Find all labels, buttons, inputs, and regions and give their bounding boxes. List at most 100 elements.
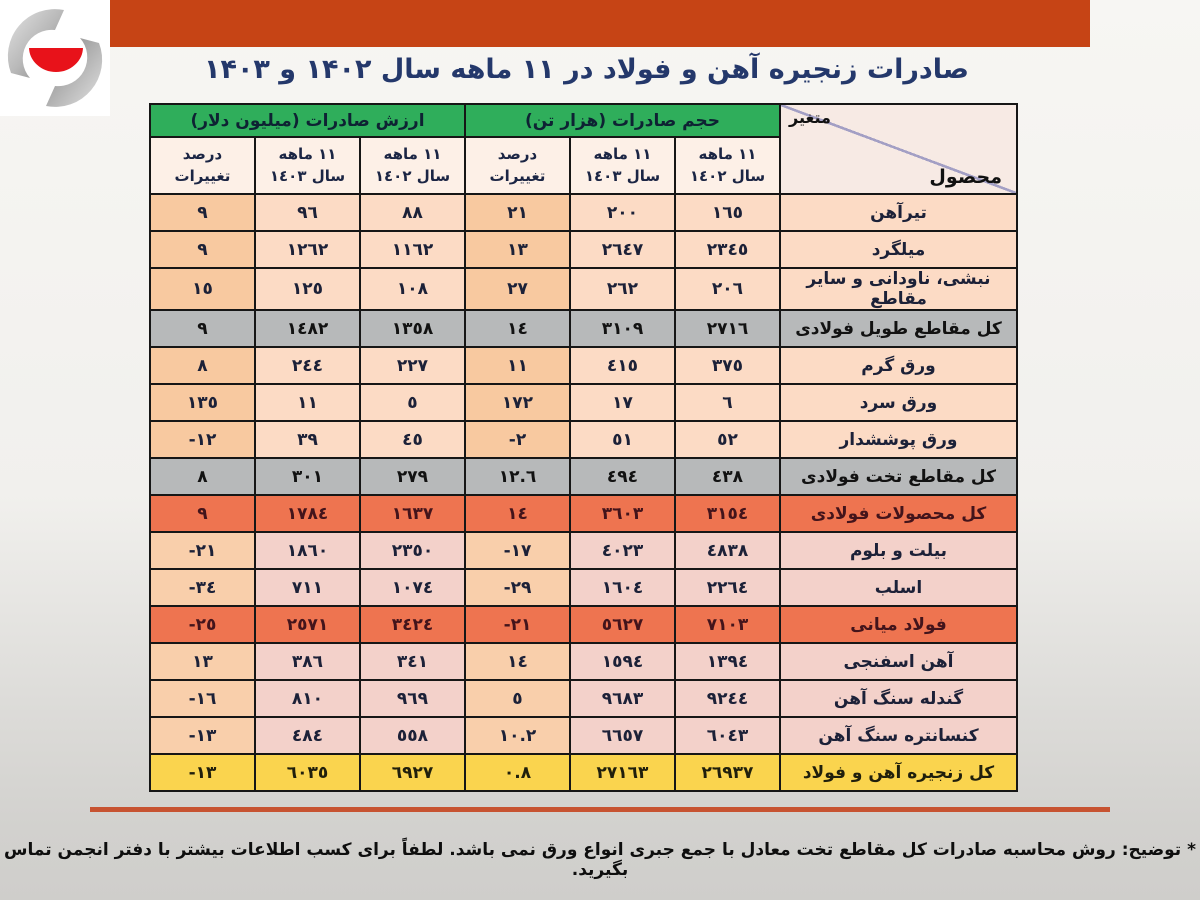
table-row: میلگرد ٢٣٤٥ ٢٦٤٧ ١٣ ١١٦٢ ١٢٦٢ ٩ [149,230,1018,269]
val-1403-cell: ٩٦ [254,193,361,232]
page-title: صادرات زنجیره آهن و فولاد در ۱۱ ماهه سال… [203,54,970,85]
vol-pct-cell: ٥ [464,679,571,718]
val-1403-cell: ٤٨٤ [254,716,361,755]
table-row: کل محصولات فولادی ٣١٥٤ ٣٦٠٣ ١٤ ١٦٣٧ ١٧٨٤ ٩ [149,494,1018,533]
table-row: کل مقاطع تخت فولادی ٤٣٨ ٤٩٤ ١٢.٦ ٢٧٩ ٣٠١ ٨ [149,457,1018,496]
val-1402-cell: ١٦٣٧ [359,494,466,533]
value-group-header: ارزش صادرات (میلیون دلار) [149,103,466,138]
footnote-text: روش محاسبه صادرات کل مقاطع تخت معادل با … [4,840,1116,880]
bottom-accent-line [90,807,1110,812]
product-name-cell: میلگرد [779,230,1018,269]
val-1402-cell: ٤٥ [359,420,466,459]
val-1402-cell: ٣٤٢٤ [359,605,466,644]
vol-1403-cell: ٢٠٠ [569,193,676,232]
product-name-cell: تیرآهن [779,193,1018,232]
val-pct-cell: ٩ [149,193,256,232]
val-pct-cell: ٨ [149,346,256,385]
table-row: کنسانتره سنگ آهن ٦٠٤٣ ٦٦٥٧ ١٠.٢ ٥٥٨ ٤٨٤ -١٣ [149,716,1018,755]
vol-1403-cell: ١٧ [569,383,676,422]
vol-1403-cell: ٤٩٤ [569,457,676,496]
table-row: ورق پوششدار ٥٢ ٥١ -٢ ٤٥ ٣٩ -١٢ [149,420,1018,459]
association-logo [0,0,110,116]
vol-1402-cell: ١٣٩٤ [674,642,781,681]
vol-1403-cell: ٢٦٢ [569,267,676,311]
vol-1402-cell: ٣٧٥ [674,346,781,385]
val-1403-cell: ٦٠٣٥ [254,753,361,792]
val-pct-cell: ١٣ [149,642,256,681]
footnote: * توضیح: روش محاسبه صادرات کل مقاطع تخت … [0,840,1200,880]
val-1403-cell: ١٧٨٤ [254,494,361,533]
product-name-cell: کل مقاطع طویل فولادی [779,309,1018,348]
table-row: اسلب ٢٢٦٤ ١٦٠٤ -٢٩ ١٠٧٤ ٧١١ -٣٤ [149,568,1018,607]
vol-1402-cell: ٤٨٣٨ [674,531,781,570]
vol-1402-cell: ٩٢٤٤ [674,679,781,718]
product-name-cell: اسلب [779,568,1018,607]
val-pct-cell: -١٣ [149,716,256,755]
vol-1403-cell: ٦٦٥٧ [569,716,676,755]
vol-1403-cell: ٣١٠٩ [569,309,676,348]
table-row: کل زنجیره آهن و فولاد ٢٦٩٣٧ ٢٧١٦٣ ٠.٨ ٦٩٢٧ ٦٠… [149,753,1018,792]
vol-pct-cell: ١٣ [464,230,571,269]
vol-pct-cell: -١٧ [464,531,571,570]
val-pct-cell: -٢٥ [149,605,256,644]
val-1403-cell: ١٢٦٢ [254,230,361,269]
vol-pct-cell: ١٤ [464,309,571,348]
vol-1402-cell: ٥٢ [674,420,781,459]
val-1403-cell: ١٢٥ [254,267,361,311]
value-1402-header: ١١ ماهه سال ١٤٠٢ [359,136,466,195]
product-name-cell: کل محصولات فولادی [779,494,1018,533]
table-row: آهن اسفنجی ١٣٩٤ ١٥٩٤ ١٤ ٣٤١ ٣٨٦ ١٣ [149,642,1018,681]
value-1403-header: ١١ ماهه سال ١٤٠٣ [254,136,361,195]
top-accent-bar [110,0,1090,47]
val-1403-cell: ١٨٦٠ [254,531,361,570]
val-pct-cell: ٩ [149,494,256,533]
vol-pct-cell: -٢٩ [464,568,571,607]
product-name-cell: ورق گرم [779,346,1018,385]
val-pct-cell: ٩ [149,309,256,348]
vol-1402-cell: ٢٧١٦ [674,309,781,348]
corner-variable-label: متغیر [789,108,831,127]
vol-1402-cell: ٧١٠٣ [674,605,781,644]
val-1402-cell: ٩٦٩ [359,679,466,718]
table-row: بیلت و بلوم ٤٨٣٨ ٤٠٢٣ -١٧ ٢٣٥٠ ١٨٦٠ -٢١ [149,531,1018,570]
vol-1402-cell: ٢٦٩٣٧ [674,753,781,792]
volume-group-header: حجم صادرات (هزار تن) [464,103,781,138]
val-1402-cell: ٦٩٢٧ [359,753,466,792]
val-1402-cell: ٣٤١ [359,642,466,681]
val-pct-cell: -٢١ [149,531,256,570]
vol-pct-cell: ١٤ [464,494,571,533]
product-name-cell: بیلت و بلوم [779,531,1018,570]
vol-pct-cell: ١٢.٦ [464,457,571,496]
product-name-cell: نبشی، ناودانی و سایر مقاطع [779,267,1018,311]
val-pct-cell: -١٢ [149,420,256,459]
val-pct-cell: ٨ [149,457,256,496]
table-row: کل مقاطع طویل فولادی ٢٧١٦ ٣١٠٩ ١٤ ١٣٥٨ ١٤٨٢ ٩ [149,309,1018,348]
vol-pct-cell: ١٧٢ [464,383,571,422]
vol-1403-cell: ٤١٥ [569,346,676,385]
val-1403-cell: ٧١١ [254,568,361,607]
val-1402-cell: ٢٢٧ [359,346,466,385]
vol-1403-cell: ١٦٠٤ [569,568,676,607]
product-name-cell: گندله سنگ آهن [779,679,1018,718]
val-pct-cell: -٣٤ [149,568,256,607]
value-pct-change-header: درصد تغییرات [149,136,256,195]
val-1403-cell: ٢٥٧١ [254,605,361,644]
volume-1402-header: ١١ ماهه سال ١٤٠٢ [674,136,781,195]
vol-pct-cell: ١٠.٢ [464,716,571,755]
vol-1403-cell: ٥١ [569,420,676,459]
product-name-cell: کل زنجیره آهن و فولاد [779,753,1018,792]
vol-pct-cell: ٠.٨ [464,753,571,792]
val-1402-cell: ١٠٨ [359,267,466,311]
vol-1403-cell: ١٥٩٤ [569,642,676,681]
val-pct-cell: ٩ [149,230,256,269]
val-1403-cell: ٣٩ [254,420,361,459]
val-1402-cell: ١٠٧٤ [359,568,466,607]
val-pct-cell: -١٣ [149,753,256,792]
val-1403-cell: ١١ [254,383,361,422]
vol-1402-cell: ٢٠٦ [674,267,781,311]
vol-1403-cell: ٩٦٨٣ [569,679,676,718]
vol-pct-cell: ٢١ [464,193,571,232]
product-name-cell: فولاد میانی [779,605,1018,644]
table-row: ورق سرد ٦ ١٧ ١٧٢ ٥ ١١ ١٣٥ [149,383,1018,422]
